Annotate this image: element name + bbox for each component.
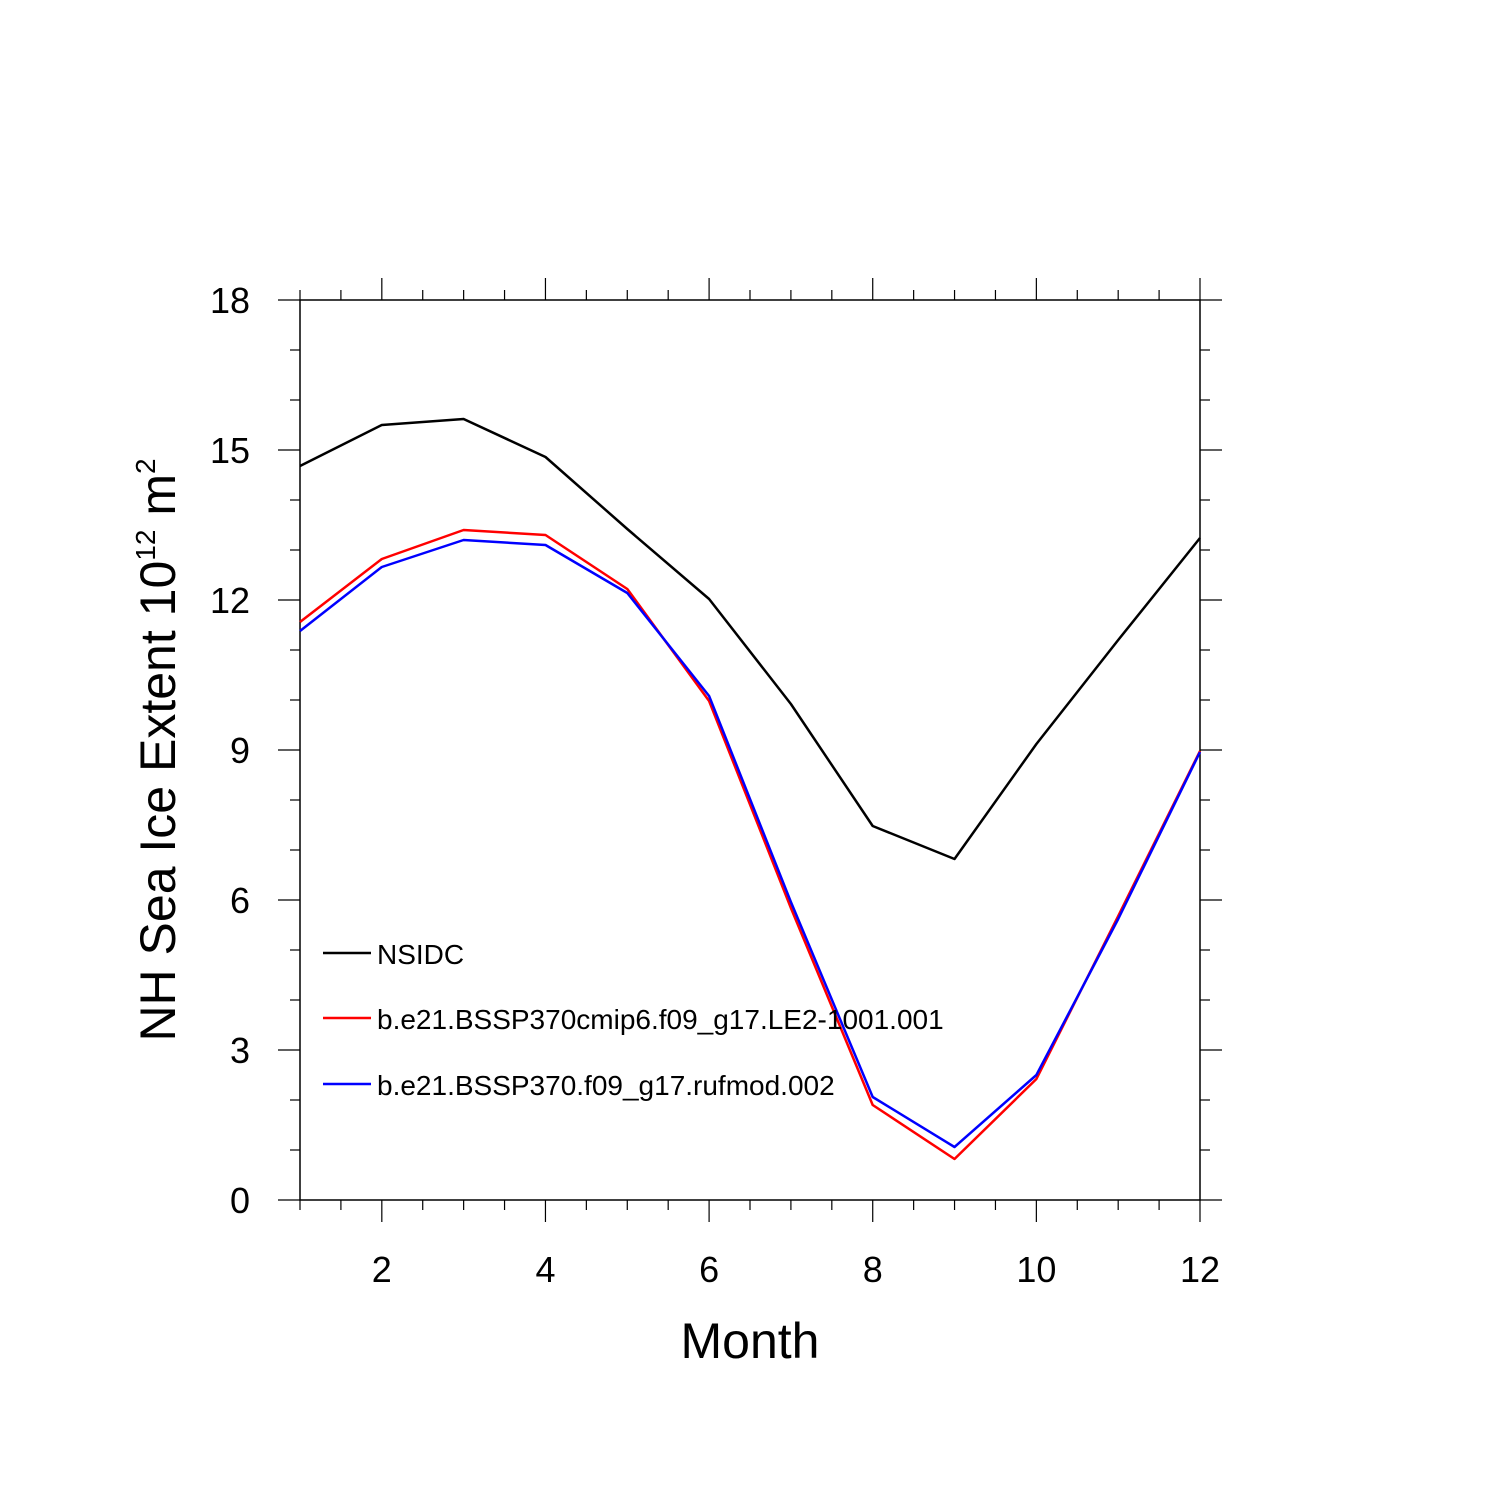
axis-ticks [278,278,1222,1222]
x-tick-label: 4 [535,1249,555,1290]
series-line-1 [299,417,1201,861]
y-axis-title-exponent-2: 2 [130,458,161,474]
y-tick-label: 0 [230,1180,250,1221]
plot-frame [299,299,1201,1201]
tick-labels: 2 4 6 8 10 12 0 3 6 9 12 15 18 [210,280,1220,1290]
legend-label: NSIDC [377,939,464,970]
x-tick-label: 6 [699,1249,719,1290]
legend-label: b.e21.BSSP370.f09_g17.rufmod.002 [377,1070,835,1101]
y-tick-label: 9 [230,730,250,771]
series-line-3 [299,538,1202,1149]
series-layer [299,417,1202,1161]
legend-label: b.e21.BSSP370cmip6.f09_g17.LE2-1001.001 [377,1004,944,1035]
y-axis-title: NH Sea Ice Extent 1012 m2 [130,458,186,1041]
legend: NSIDC b.e21.BSSP370cmip6.f09_g17.LE2-1001… [323,939,944,1101]
y-tick-label: 15 [210,430,250,471]
y-tick-label: 6 [230,880,250,921]
y-tick-label: 3 [230,1030,250,1071]
y-axis-title-exponent-1: 12 [130,530,161,561]
x-tick-label: 10 [1016,1249,1056,1290]
y-tick-label: 12 [210,580,250,621]
x-tick-label: 2 [372,1249,392,1290]
x-tick-label: 12 [1180,1249,1220,1290]
y-tick-label: 18 [210,280,250,321]
x-axis-title: Month [681,1313,820,1369]
y-axis-title-unit: m [130,474,186,530]
series-line-2 [299,528,1202,1161]
y-axis-title-text: NH Sea Ice Extent 10 [130,561,186,1042]
x-tick-label: 8 [863,1249,883,1290]
